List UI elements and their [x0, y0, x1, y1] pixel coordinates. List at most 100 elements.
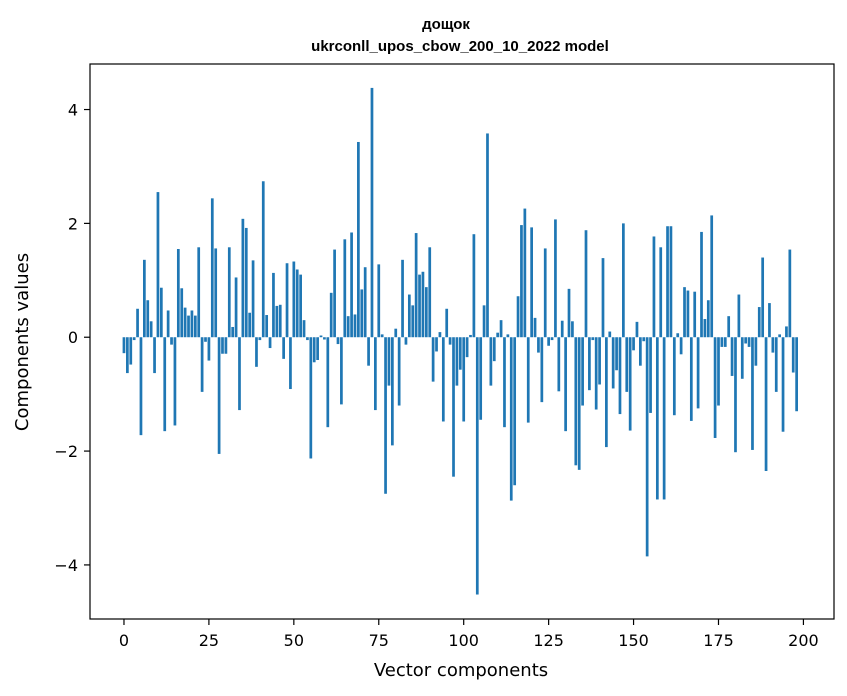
bar: [683, 287, 686, 338]
bar: [282, 337, 285, 359]
bar: [713, 337, 717, 438]
bar: [778, 334, 781, 338]
bar: [740, 337, 744, 379]
bar: [666, 226, 669, 338]
x-tick-label: 75: [369, 631, 389, 650]
bar: [645, 337, 649, 557]
bar: [312, 337, 316, 363]
bar: [156, 192, 160, 338]
bar: [584, 230, 588, 338]
bar: [122, 337, 126, 354]
bar: [411, 305, 415, 338]
bar: [448, 337, 452, 345]
bar: [768, 303, 771, 338]
bar: [622, 223, 625, 338]
bar: [377, 264, 381, 338]
bar: [737, 294, 741, 338]
bar: [207, 337, 211, 361]
bar: [357, 141, 360, 338]
bar: [452, 337, 455, 477]
bar: [343, 239, 347, 338]
bar: [652, 236, 656, 338]
bar: [374, 337, 377, 411]
bar: [340, 337, 343, 405]
bar: [309, 337, 313, 459]
bar: [139, 337, 143, 436]
bar: [414, 233, 418, 338]
bar: [516, 296, 520, 338]
x-tick-label: 0: [119, 631, 129, 650]
bar: [540, 337, 544, 403]
bar: [788, 249, 792, 338]
bar: [503, 337, 506, 428]
x-tick-label: 100: [448, 631, 479, 650]
x-tick-label: 175: [703, 631, 734, 650]
bar: [163, 337, 167, 432]
y-tick-label: −4: [54, 556, 78, 575]
bar: [370, 87, 374, 338]
bar: [126, 337, 129, 374]
bar: [472, 234, 476, 338]
bar: [482, 305, 486, 338]
bar: [132, 337, 136, 341]
bar: [744, 337, 748, 344]
bar: [730, 337, 734, 376]
bar: [367, 337, 370, 366]
bar: [435, 337, 438, 352]
bar: [143, 259, 146, 338]
bar: [227, 247, 231, 338]
bar: [241, 218, 245, 338]
bar: [530, 227, 533, 338]
bar: [424, 287, 428, 338]
bar: [146, 300, 150, 338]
bar: [747, 337, 751, 347]
bar: [574, 337, 578, 466]
bar: [319, 335, 323, 338]
bar: [193, 315, 197, 338]
x-tick-label: 150: [618, 631, 649, 650]
bar: [754, 337, 758, 366]
bar: [255, 337, 258, 367]
bar: [360, 289, 364, 338]
bar: [261, 181, 265, 338]
bar: [316, 337, 319, 360]
bar: [159, 287, 163, 338]
x-tick-label: 125: [533, 631, 564, 650]
bar: [727, 316, 731, 338]
bar: [672, 337, 676, 416]
bar: [513, 337, 517, 486]
y-tick-label: −2: [54, 442, 78, 461]
bar: [363, 267, 367, 338]
bar: [441, 337, 445, 422]
bar: [611, 337, 615, 389]
x-axis-label: Vector components: [374, 660, 548, 681]
bar: [190, 310, 194, 338]
bar: [387, 337, 391, 386]
bar: [696, 337, 700, 409]
bar: [700, 231, 703, 338]
bar: [479, 337, 483, 420]
bar: [588, 337, 591, 391]
bar: [693, 291, 697, 338]
bar: [153, 337, 156, 374]
bar: [639, 337, 642, 366]
bar: [523, 208, 527, 338]
bar: [136, 308, 139, 338]
bar: [326, 337, 330, 428]
bar: [170, 337, 173, 345]
bar: [547, 337, 550, 346]
bar: [465, 337, 469, 358]
plot-frame: [89, 63, 835, 620]
bar: [628, 337, 632, 431]
bar: [475, 337, 479, 595]
bar: [764, 337, 768, 471]
bar: [710, 215, 714, 338]
bar: [506, 334, 510, 338]
bar: [655, 337, 659, 500]
bar: [734, 337, 737, 453]
bar: [275, 305, 279, 338]
bar: [537, 337, 540, 353]
bar: [571, 321, 574, 338]
bar: [149, 321, 153, 338]
